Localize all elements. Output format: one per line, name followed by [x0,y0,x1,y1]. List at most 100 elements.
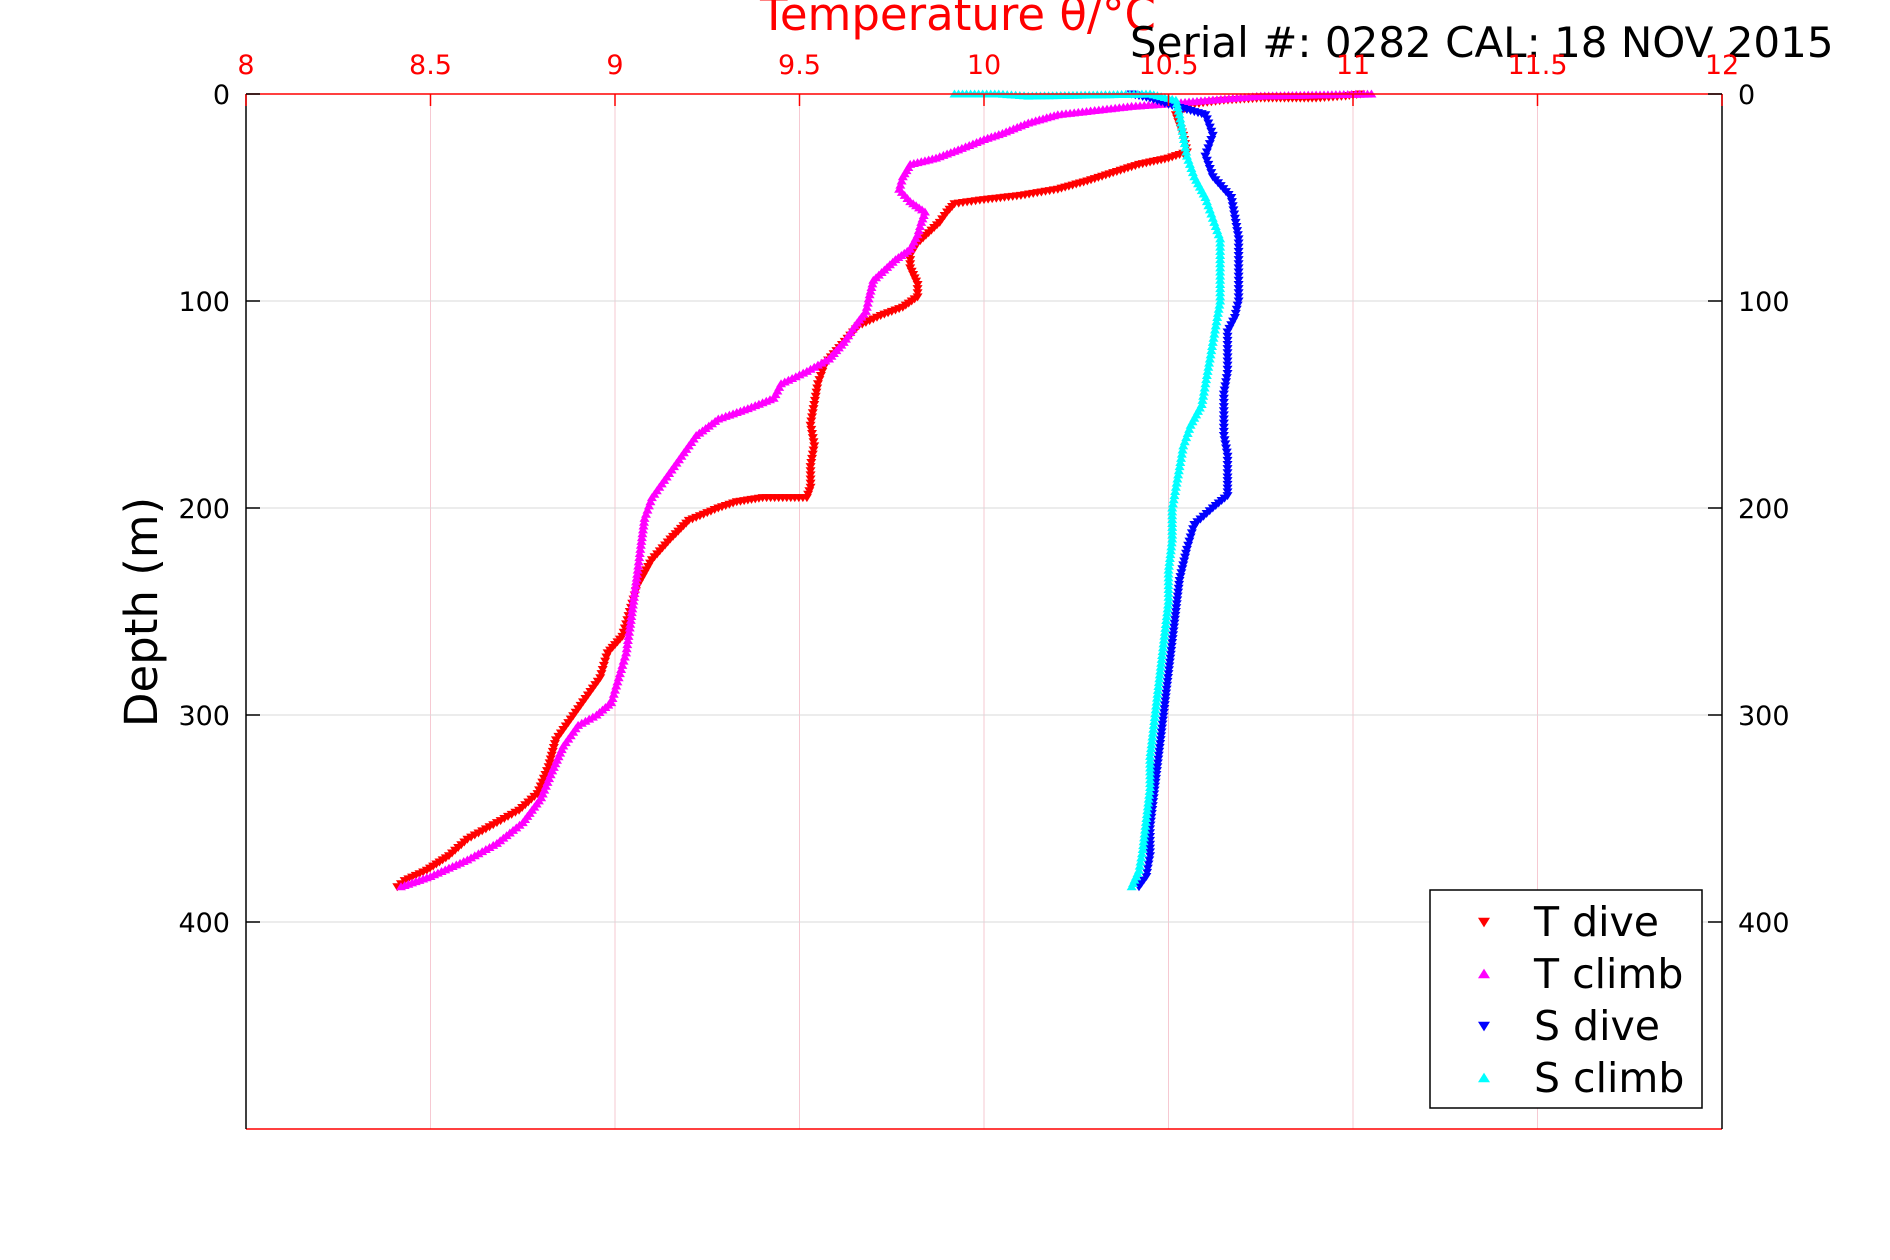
data-point [637,529,648,538]
data-point [1203,144,1214,153]
data-point [1233,272,1244,281]
x-tick-label-8: 12 [1705,50,1739,81]
x-tick-label-2: 9 [606,50,623,81]
data-point [1218,419,1229,428]
data-point [1198,387,1209,396]
data-point [1185,533,1196,542]
series-s-dive [1126,90,1244,892]
data-point [1222,461,1233,470]
data-point [625,619,636,628]
data-point [1233,260,1244,269]
data-point [1143,798,1154,807]
data-point [915,221,926,230]
data-point [1148,720,1159,729]
data-point [817,367,828,376]
data-point [637,525,648,534]
y-tick-label-right-0: 0 [1738,80,1755,111]
data-point [807,429,818,438]
data-point [1138,841,1149,850]
data-point [1137,845,1148,854]
data-point [1144,856,1155,865]
data-point [1160,623,1171,632]
data-point [1171,99,1182,108]
y-tick-label-left-3: 300 [178,701,230,732]
data-point [1215,242,1226,251]
data-point [1201,156,1212,165]
data-point [1218,427,1229,436]
series-layer [392,89,1377,892]
data-point [611,681,622,690]
data-point [1233,280,1244,289]
x-tick-label-0: 8 [237,50,254,81]
x-tick-label-5: 10.5 [1138,50,1198,81]
data-point [805,475,816,484]
data-point [865,286,876,295]
data-point [1142,864,1153,873]
data-point [1233,239,1244,248]
legend-label-3: S climb [1534,1054,1684,1102]
data-point [633,561,644,570]
data-point [1203,119,1214,128]
data-point [628,592,639,601]
data-point [812,384,823,393]
data-point [1211,317,1222,326]
data-point [807,454,818,463]
data-point [806,458,817,467]
data-point [1233,247,1244,256]
data-point [1222,332,1233,341]
data-point [1218,432,1229,441]
data-point [1222,469,1233,478]
data-point [1163,600,1174,609]
data-point [1207,342,1218,351]
data-point [1151,701,1162,710]
data-point [1233,285,1244,294]
data-point [630,585,641,594]
data-point [1149,713,1160,722]
data-point [1215,271,1226,280]
data-point [1166,538,1177,547]
data-point [635,540,646,549]
data-point [1226,194,1237,202]
data-point [1221,448,1232,457]
data-point [1176,453,1187,462]
data-point [1161,616,1172,625]
data-point [861,302,872,311]
series-s-climb [949,89,1226,891]
data-point [1201,115,1212,124]
data-point [1233,235,1244,244]
legend-label-0: T dive [1533,898,1659,946]
data-point [1145,748,1156,757]
data-point [1150,705,1161,714]
data-point [1215,279,1226,288]
data-point [810,392,821,401]
series-t-dive [392,90,1366,892]
data-point [610,685,620,694]
data-point [1222,465,1233,474]
y-tick-label-right-1: 100 [1738,287,1790,318]
data-point [607,693,618,702]
data-point [1233,293,1244,302]
data-point [808,405,819,414]
data-point [809,396,820,405]
data-point [1218,411,1229,420]
data-point [1162,608,1173,617]
data-point [1145,852,1156,861]
data-point [1201,148,1212,157]
data-point [1215,246,1226,255]
data-point [1144,786,1155,795]
data-point [612,677,623,686]
x-tick-label-4: 10 [967,50,1001,81]
legend-marker-3 [1478,1072,1490,1083]
data-point [1221,444,1232,453]
data-point [905,260,916,269]
data-point [912,289,923,298]
data-point [1222,353,1233,362]
data-point [1215,288,1226,297]
data-point [1143,860,1154,869]
data-point [1174,462,1185,471]
data-point [621,648,632,657]
data-point [1201,375,1212,384]
data-point [1138,837,1149,846]
data-point [1172,474,1183,483]
